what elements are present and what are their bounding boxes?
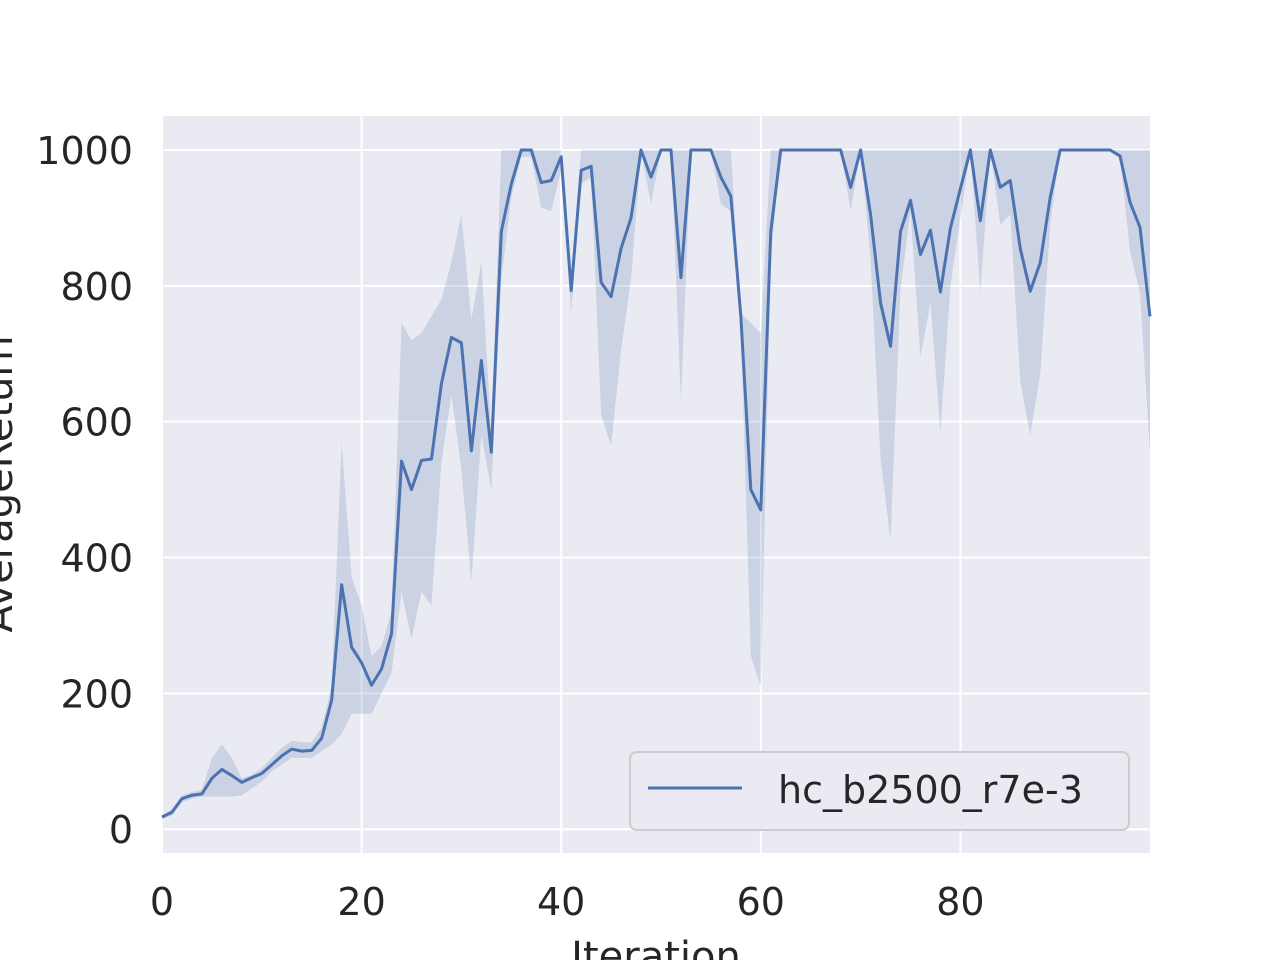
y-tick-label: 200 [60,672,133,716]
plot-background [162,116,1150,853]
x-tick-label: 60 [737,880,785,924]
confidence-band [162,149,1150,820]
legend-label: hc_b2500_r7e-3 [778,768,1083,812]
x-tick-label: 40 [537,880,585,924]
x-tick-label: 0 [150,880,174,924]
series-line [161,148,1152,819]
x-axis-label: Iteration [571,934,741,960]
x-tick-label: 80 [936,880,984,924]
y-tick-labels: 0 200 400 600 800 1000 [36,129,133,852]
legend: hc_b2500_r7e-3 [629,751,1130,831]
y-tick-label: 0 [109,808,133,852]
y-tick-label: 400 [60,537,133,581]
x-tick-label: 20 [337,880,385,924]
legend-box [629,751,1130,831]
y-tick-label: 600 [60,401,133,445]
y-tick-label: 800 [60,265,133,309]
grid [161,116,1150,853]
y-tick-label: 1000 [36,129,133,173]
confidence-band-layer [162,149,1150,820]
y-axis-label: AverageReturn [0,336,22,633]
x-tick-labels: 0 20 40 60 80 [150,880,985,924]
series-line-layer [161,148,1152,819]
